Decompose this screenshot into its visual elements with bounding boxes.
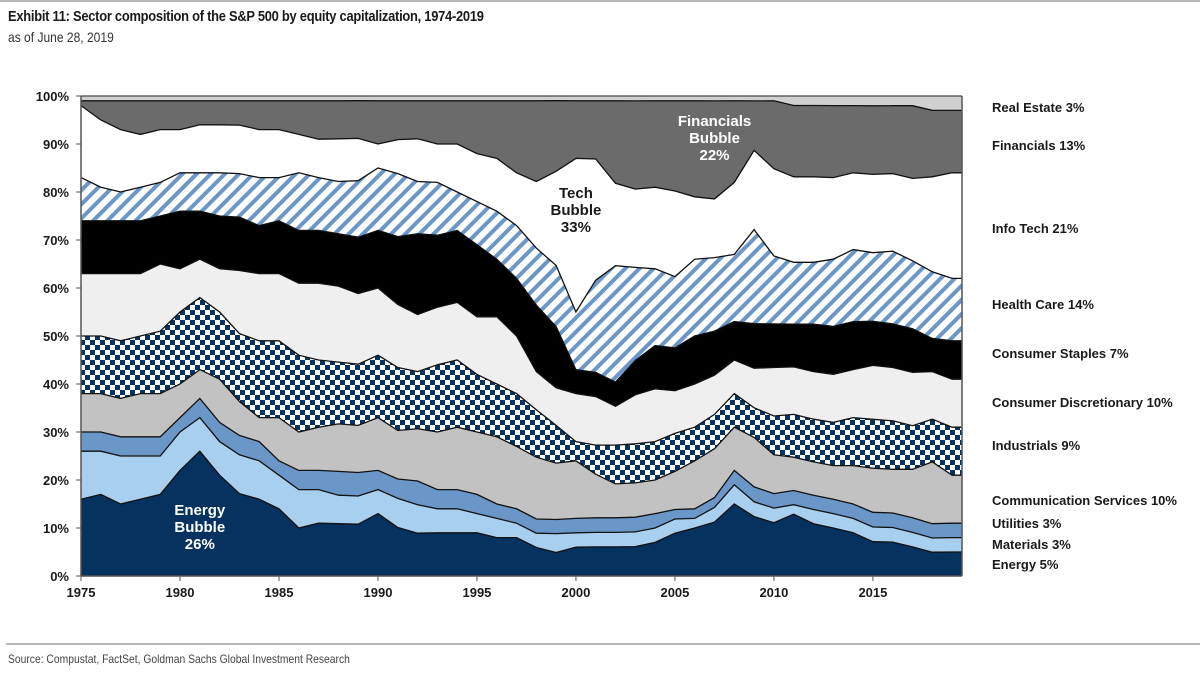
x-tick-label: 2005 [660, 585, 689, 600]
boundary-consumer-discretionary [81, 258, 962, 408]
legend-health-care: Health Care 14% [992, 297, 1094, 312]
legend-utilities: Utilities 3% [992, 516, 1062, 531]
boundary-consumer-staples [81, 210, 962, 383]
y-tick-label: 90% [43, 137, 69, 152]
legend-materials: Materials 3% [992, 537, 1071, 552]
y-tick-label: 30% [43, 425, 69, 440]
y-tick-label: 100% [36, 89, 70, 104]
boundary-health-care [80, 167, 962, 314]
area-energy [81, 451, 962, 576]
source-note: Source: Compustat, FactSet, Goldman Sach… [8, 652, 350, 666]
boundary-financials [81, 100, 962, 112]
x-tick-label: 1975 [67, 585, 96, 600]
legend-energy: Energy 5% [992, 557, 1059, 572]
area-layers [80, 95, 962, 576]
y-tick-label: 0% [50, 569, 69, 584]
y-tick-label: 50% [43, 329, 69, 344]
y-tick-label: 60% [43, 281, 69, 296]
legend-real-estate: Real Estate 3% [992, 100, 1085, 115]
area-financials [81, 100, 962, 199]
annotation-line: Energy [174, 502, 226, 519]
x-tick-label: 1995 [462, 585, 491, 600]
y-tick-label: 70% [43, 233, 69, 248]
y-tick-label: 80% [43, 185, 69, 200]
legend-info-tech: Info Tech 21% [992, 221, 1079, 236]
annotation-line: Tech [559, 185, 593, 202]
annotation-line: Bubble [174, 519, 225, 536]
x-tick-label: 2015 [858, 585, 887, 600]
area-real-estate [81, 96, 962, 111]
y-tick-label: 40% [43, 377, 69, 392]
x-tick-label: 1980 [166, 585, 195, 600]
area-info-tech [81, 105, 962, 312]
boundary-energy [80, 450, 962, 554]
boundary-communication-services [81, 368, 962, 485]
area-consumer-staples [81, 211, 962, 407]
axes: 0% 10% 20% 30% 40% 50% 60% 70% 80% 90% 100% 1975 198… [36, 89, 963, 600]
annotation-line: Financials [678, 113, 751, 130]
chart-subtitle: as of June 28, 2019 [8, 29, 114, 45]
boundary-info-tech [80, 105, 962, 200]
chart-title: Exhibit 11: Sector composition of the S&… [8, 8, 484, 25]
annotations: EnergyBubble26%TechBubble33%FinancialsBu… [174, 113, 751, 553]
x-tick-label: 1990 [364, 585, 393, 600]
annotation-line: 33% [561, 219, 591, 236]
annotation-line: Bubble [551, 202, 602, 219]
legend: Energy 5% Materials 3% Utilities 3% Communi… [992, 100, 1177, 572]
x-tick-label: 2000 [561, 585, 590, 600]
boundary-utilities [81, 397, 962, 525]
legend-consumer-staples: Consumer Staples 7% [992, 346, 1129, 361]
footer-rule [6, 643, 1200, 645]
boundary-industrials [81, 296, 962, 446]
area-utilities [81, 398, 962, 538]
area-materials [81, 417, 962, 553]
stacked-area-chart: 0% 10% 20% 30% 40% 50% 60% 70% 80% 90% 100% 1975 198… [36, 89, 1178, 600]
area-communication-services [81, 369, 962, 524]
area-health-care [81, 168, 962, 383]
annotation-line: Bubble [689, 130, 740, 147]
boundary-materials [81, 416, 962, 539]
header-rule [0, 0, 1200, 2]
annotation-line: 26% [185, 536, 215, 553]
y-tick-label: 20% [43, 473, 69, 488]
x-tick-label: 1985 [265, 585, 294, 600]
annotation-line: 22% [700, 147, 730, 164]
x-tick-label: 2010 [759, 585, 788, 600]
legend-communication-services: Communication Services 10% [992, 493, 1177, 508]
legend-consumer-discretionary: Consumer Discretionary 10% [992, 395, 1173, 410]
area-industrials [81, 297, 962, 484]
legend-financials: Financials 13% [992, 138, 1086, 153]
legend-industrials: Industrials 9% [992, 438, 1081, 453]
y-tick-label: 10% [43, 521, 69, 536]
